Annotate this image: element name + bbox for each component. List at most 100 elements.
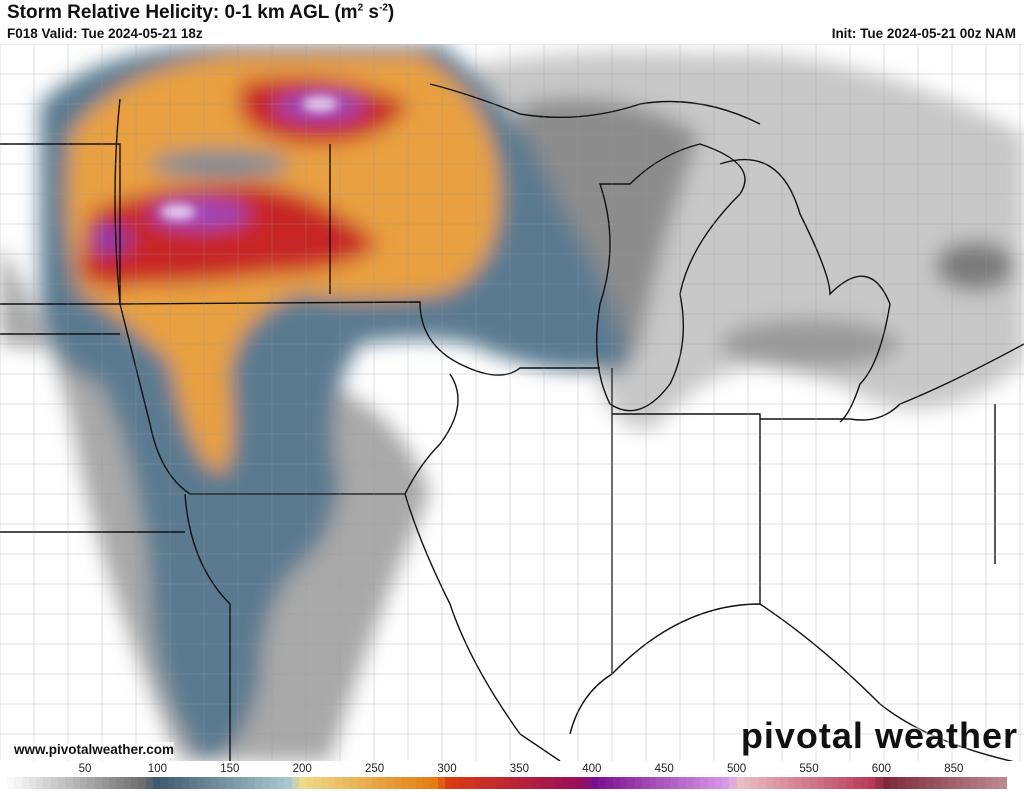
colorbar-label: 150 [220,763,240,775]
colorbar-swatch [284,777,292,789]
colorbar-swatch [736,777,744,789]
colorbar-swatch [743,777,752,789]
colorbar-swatch [422,777,431,789]
colorbar-label: 450 [654,763,674,775]
colorbar-swatch [889,777,898,789]
colorbar-swatch [656,777,664,789]
colorbar-swatch [546,777,555,789]
colorbar-swatch [298,777,307,789]
colorbar-swatch [933,777,941,789]
colorbar-swatch [780,777,788,789]
colorbar-swatch [393,777,402,789]
colorbar-swatch [28,777,37,789]
colorbar-swatch [131,777,139,789]
colorbar-swatch [525,777,533,789]
colorbar-swatch [145,777,153,789]
helicity-field [0,44,1024,761]
colorbar-swatch [678,777,686,789]
colorbar-swatch [671,777,679,789]
colorbar-swatch [7,777,15,789]
colorbar-swatch [306,777,314,789]
colorbar-label: 550 [799,763,819,775]
colorbar-swatch [196,777,205,789]
colorbar-swatch [758,777,766,789]
colorbar-swatch [189,777,197,789]
colorbar-swatch [992,777,1000,789]
colorbar-swatch [415,777,423,789]
colorbar-swatch [58,777,66,789]
colorbar-swatch [853,777,861,789]
colorbar-swatch [320,777,329,789]
colorbar-swatch [174,777,183,789]
colorbar-swatch [707,777,715,789]
colorbar-swatch [787,777,796,789]
colorbar-swatch [517,777,526,789]
colorbar-swatch [532,777,540,789]
colorbar-swatch [700,777,708,789]
colorbar-swatch [590,777,599,789]
colorbar-swatch [335,777,343,789]
colorbar-swatch [948,777,956,789]
colorbar-swatch [94,777,102,789]
colorbar-swatch [123,777,132,789]
colorbar-swatch [802,777,810,789]
colorbar-swatch [342,777,350,789]
colorbar-swatch [576,777,584,789]
colorbar-label: 500 [727,763,747,775]
colorbar-swatch [218,777,226,789]
colorbar-swatch [809,777,817,789]
colorbar-label: 200 [292,763,312,775]
colorbar-swatch [65,777,73,789]
colorbar-swatch [379,777,387,789]
colorbar-swatch [984,777,993,789]
colorbar-swatch [255,777,263,789]
colorbar-swatch [233,777,241,789]
colorbar-swatch [554,777,562,789]
colorbar-swatch [919,777,927,789]
map-title: Storm Relative Helicity: 0-1 km AGL (m2 … [7,2,395,23]
colorbar-swatch [437,777,445,789]
colorbar-label: 100 [147,763,167,775]
pivotal-weather-logo: pivotal weather [740,715,1018,756]
colorbar-swatch [79,777,88,789]
colorbar-swatch [955,777,963,789]
colorbar-swatch [459,777,467,789]
website-label[interactable]: www.pivotalweather.com [14,742,175,758]
colorbar-swatch [160,777,168,789]
colorbar-swatch [21,777,29,789]
colorbar-swatch [773,777,781,789]
colorbar-label: 50 [78,763,92,775]
colorbar-swatch [824,777,832,789]
colorbar-swatch [831,777,839,789]
colorbar-swatch [962,777,971,789]
colorbar-swatch [795,777,803,789]
colorbar-swatch [116,777,124,789]
helicity-map[interactable]: www.pivotalweather.com pivotal weather [0,44,1024,761]
colorbar-swatch [466,777,474,789]
colorbar-swatch [474,777,482,789]
colorbar-swatch [152,777,161,789]
colorbar-swatch [50,777,59,789]
colorbar-swatch [401,777,409,789]
colorbar-swatch [262,777,270,789]
colorbar-swatch [269,777,277,789]
colorbar-swatch [583,777,591,789]
colorbar-swatch [685,777,693,789]
colorbar-swatch [357,777,365,789]
colorbar-label: 400 [582,763,602,775]
colorbar-swatch [911,777,920,789]
colorbar-swatch [503,777,511,789]
colorbar-swatch [649,777,657,789]
valid-time: F018 Valid: Tue 2024-05-21 18z [7,26,203,41]
colorbar-swatch [619,777,628,789]
colorbar-swatch [868,777,876,789]
colorbar-swatch [860,777,869,789]
colorbar-swatch [765,777,774,789]
colorbar-swatch [138,777,146,789]
colorbar-labels: 50 100 150 200 250 300 350 400 450 500 550 600 850 [0,763,1024,776]
colorbar-swatch [875,777,883,789]
colorbar-swatch [43,777,51,789]
colorbar-swatch [371,777,380,789]
colorbar-swatch [904,777,912,789]
colorbar-swatch [240,777,248,789]
